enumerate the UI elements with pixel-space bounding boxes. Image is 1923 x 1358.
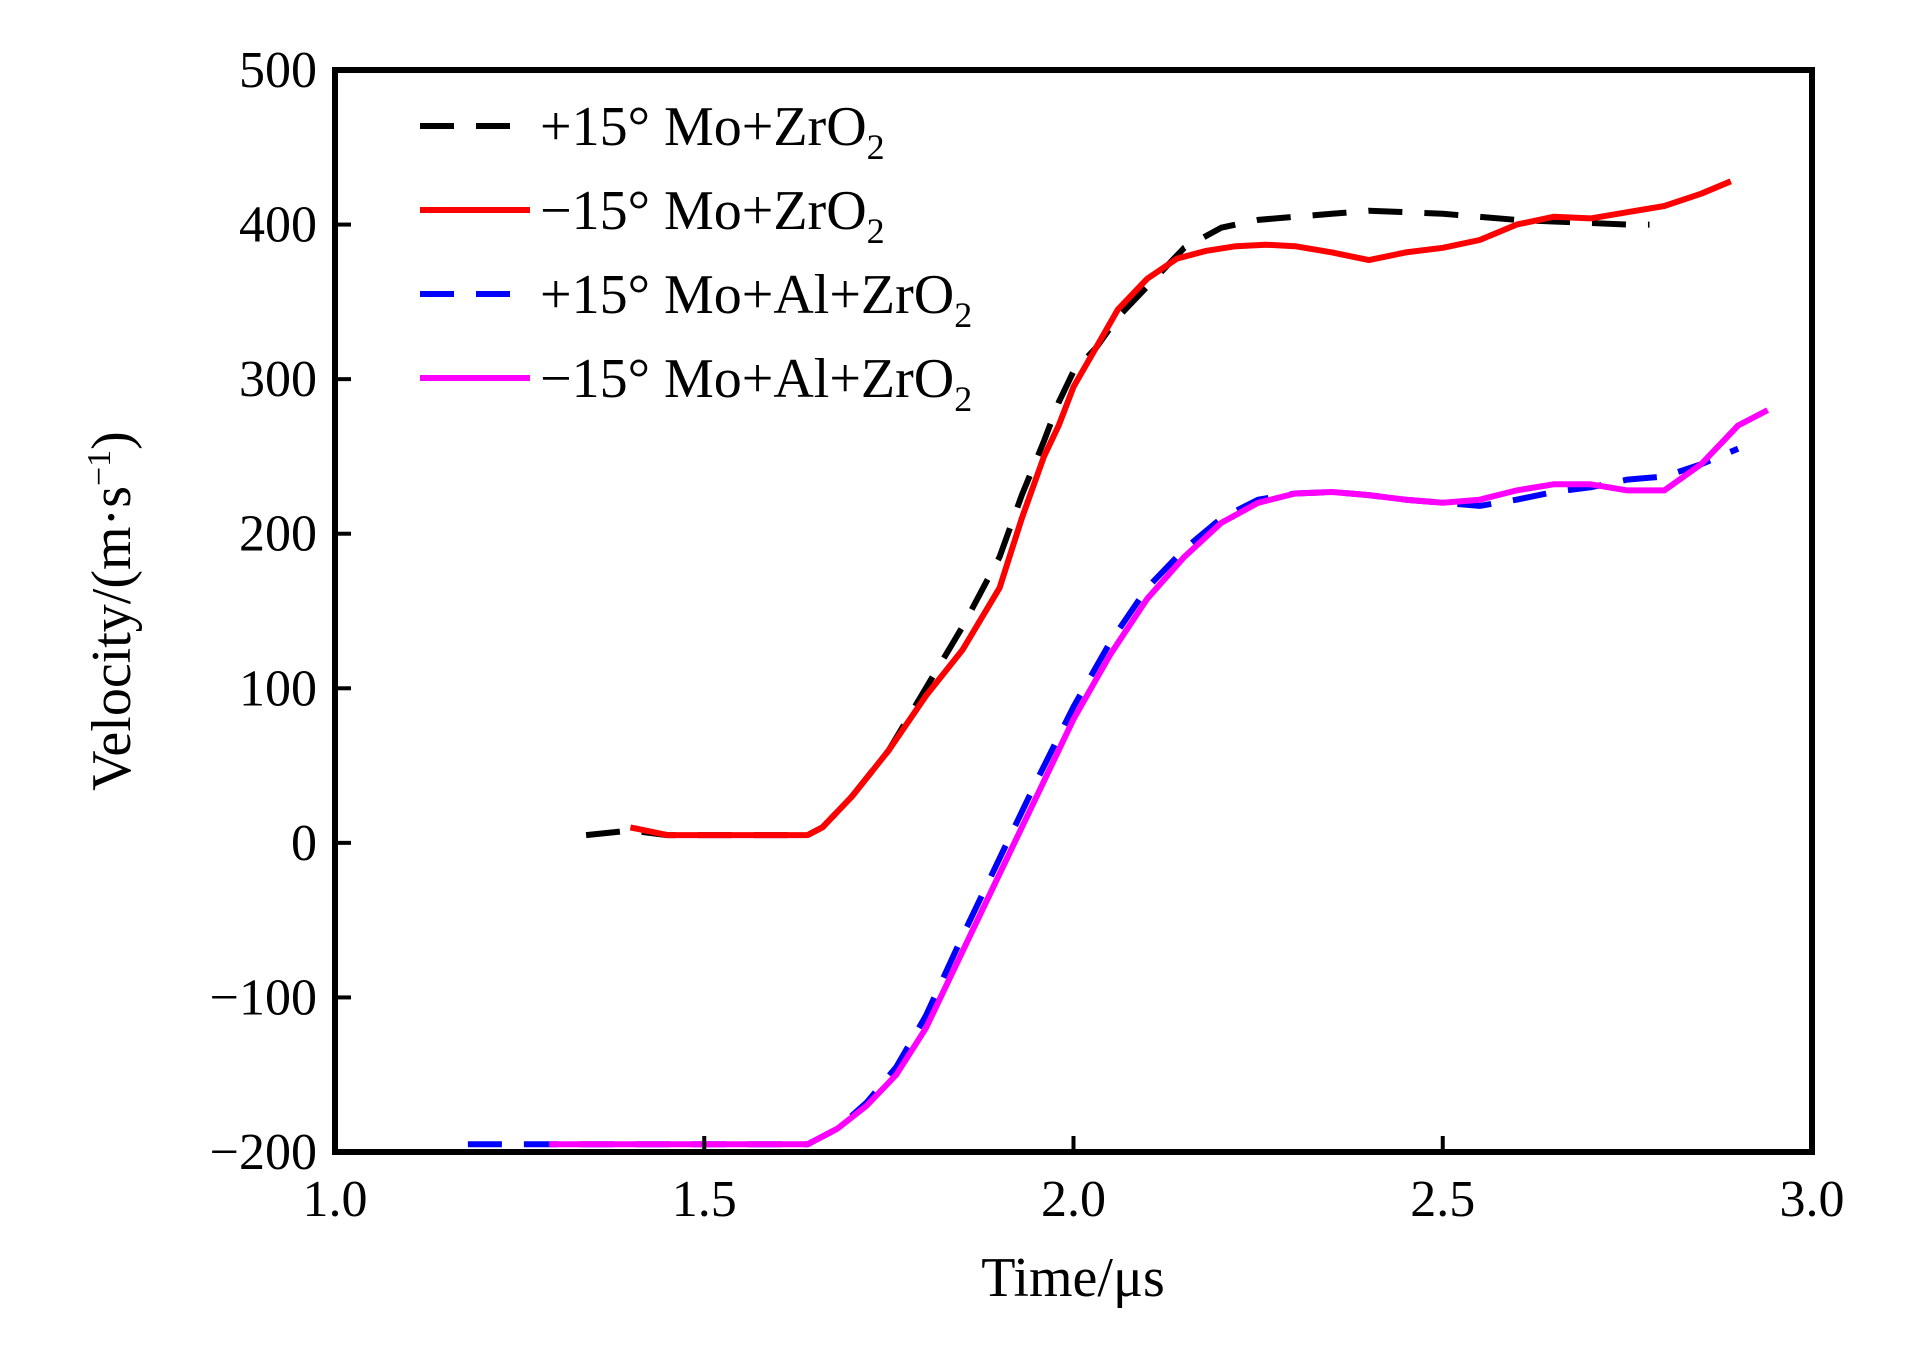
legend-label-subscript: 2 <box>954 379 972 419</box>
x-tick-label: 1.0 <box>303 1171 368 1228</box>
x-tick-label: 1.5 <box>672 1171 737 1228</box>
ticks-layer: 1.0 1.5 2.0 2.5 3.0 −200 −100 0 100 200 300 400 500 <box>210 42 1845 1228</box>
legend-label-text: −15° Mo+ZrO <box>540 180 867 242</box>
legend-label-text: −15° Mo+Al+ZrO <box>540 348 954 410</box>
x-tick-label: 3.0 <box>1780 1171 1845 1228</box>
y-tick-label: 0 <box>291 815 317 872</box>
legend-label-4: −15° Mo+Al+ZrO2 <box>540 348 972 419</box>
legend-label-text: +15° Mo+Al+ZrO <box>540 264 954 326</box>
y-tick-label: 200 <box>239 506 317 563</box>
x-tick-label: 2.5 <box>1410 1171 1475 1228</box>
series-line-2 <box>629 178 1732 839</box>
x-tick-label: 2.0 <box>1041 1171 1106 1228</box>
legend-label-3: +15° Mo+Al+ZrO2 <box>540 264 972 335</box>
y-tick-label: −100 <box>210 969 317 1026</box>
y-tick-label: 400 <box>239 197 317 254</box>
y-axis-title-close: ) <box>81 431 143 450</box>
x-axis-title: Time/μs <box>981 1247 1165 1309</box>
y-tick-label: 500 <box>239 42 317 99</box>
legend-label-text: +15° Mo+ZrO <box>540 96 867 158</box>
y-axis-title: Velocity/(m·s−1) <box>81 431 143 791</box>
legend-label-subscript: 2 <box>954 295 972 335</box>
series-line-4 <box>549 407 1770 1148</box>
y-tick-label: 100 <box>239 660 317 717</box>
y-axis-title-sup: −1 <box>81 450 118 486</box>
legend-label-2: −15° Mo+ZrO2 <box>540 180 885 251</box>
series-layer <box>467 178 1770 1148</box>
y-tick-label: 300 <box>239 351 317 408</box>
legend-label-subscript: 2 <box>867 211 885 251</box>
legend-label-1: +15° Mo+ZrO2 <box>540 96 885 167</box>
legend-label-subscript: 2 <box>867 127 885 167</box>
legend: +15° Mo+ZrO2−15° Mo+ZrO2+15° Mo+Al+ZrO2−… <box>420 96 972 419</box>
y-axis-title-main: Velocity/(m·s <box>81 486 143 791</box>
y-tick-label: −200 <box>210 1124 317 1181</box>
